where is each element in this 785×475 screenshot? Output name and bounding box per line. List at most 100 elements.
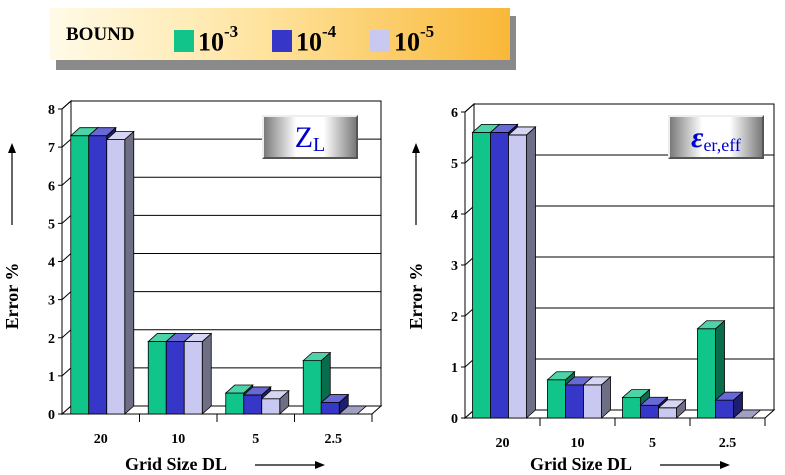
gridline-side xyxy=(61,100,72,110)
bar-top xyxy=(224,384,254,394)
bar-top xyxy=(260,390,290,400)
bar-front xyxy=(320,402,340,415)
x-tick-label: 10 xyxy=(571,436,585,451)
bar-front xyxy=(508,134,527,419)
legend-label-1: 10-3 xyxy=(198,22,239,57)
bar-top xyxy=(338,405,368,415)
y-tick-label: 2 xyxy=(48,332,55,347)
legend-label-3: 10-5 xyxy=(394,22,435,57)
bar-side xyxy=(201,332,212,415)
legend-box: BOUND 10-3 10-4 10-5 xyxy=(50,8,510,60)
bar-top xyxy=(657,399,687,409)
x-axis-title: Grid Size DL xyxy=(530,454,632,474)
bar xyxy=(732,409,762,419)
legend-swatch-2 xyxy=(272,30,292,52)
gridline-side xyxy=(61,291,72,300)
y-axis-arrowhead xyxy=(8,143,16,153)
bar-front xyxy=(640,404,659,419)
y-tick-label: 5 xyxy=(48,217,55,232)
gridline-side xyxy=(464,103,475,113)
bar-front xyxy=(106,139,126,415)
bar-front xyxy=(472,131,491,419)
annotation-eps-eff: εer,eff xyxy=(668,115,764,159)
gridline-side xyxy=(61,215,72,224)
bar-front xyxy=(302,360,322,415)
bar xyxy=(105,130,135,415)
bar-top xyxy=(621,389,651,399)
gridline-side xyxy=(61,176,72,186)
gridline-side xyxy=(61,253,72,262)
legend-label-2: 10-4 xyxy=(296,22,337,57)
x-tick-label: 2.5 xyxy=(719,436,737,451)
y-tick-label: 5 xyxy=(451,157,458,172)
bar-top xyxy=(582,376,612,386)
x-tick-label: 10 xyxy=(171,432,185,447)
y-tick-label: 7 xyxy=(48,141,55,156)
bar-top xyxy=(696,320,726,330)
y-tick-label: 1 xyxy=(451,361,458,376)
legend-title: BOUND xyxy=(66,24,135,45)
bar-front xyxy=(243,394,263,415)
y-tick-label: 2 xyxy=(451,310,458,325)
legend-swatch-1 xyxy=(174,30,194,52)
bar-top xyxy=(507,126,537,136)
x-tick-label: 20 xyxy=(496,436,510,451)
annotation-z-l: ZL xyxy=(262,115,358,159)
gridline-side xyxy=(61,367,72,377)
gridline-side xyxy=(61,138,72,148)
bar-top xyxy=(105,131,135,140)
annotation-z-l-text: ZL xyxy=(294,121,326,157)
y-axis-arrowhead xyxy=(412,143,420,153)
bar-top xyxy=(320,394,350,403)
bar-top xyxy=(183,333,213,342)
bar-top xyxy=(87,127,117,137)
bar xyxy=(260,389,290,415)
bar-top xyxy=(489,124,519,133)
y-tick-label: 3 xyxy=(451,259,458,274)
chart-eps-eff: 0 1 2 3 4 5 6 20 10 5 2.5 Grid Size DL Error % xyxy=(406,102,776,474)
bar-front xyxy=(583,384,602,419)
bar-front xyxy=(697,328,716,419)
legend: BOUND 10-3 10-4 10-5 xyxy=(50,8,516,70)
bar-front xyxy=(715,399,734,419)
bar-top xyxy=(714,391,744,401)
bar-front xyxy=(165,341,185,415)
y-tick-label: 6 xyxy=(451,106,458,121)
x-axis-title: Grid Size DL xyxy=(125,454,227,474)
bar-front xyxy=(622,397,641,419)
bar-top xyxy=(639,396,669,406)
bar-top xyxy=(302,352,332,362)
x-tick-label: 5 xyxy=(649,436,656,451)
bar-front xyxy=(658,407,677,419)
bar xyxy=(657,398,687,419)
legend-swatch-3 xyxy=(370,30,390,52)
bar-front xyxy=(183,341,203,415)
y-tick-label: 4 xyxy=(451,208,458,223)
chart-z-l: 0 1 2 3 4 5 6 7 8 20 10 5 2.5 Grid Size DL Error % xyxy=(2,99,383,474)
y-tick-label: 0 xyxy=(48,408,55,423)
y-axis-title: Error % xyxy=(2,263,22,330)
y-tick-label: 3 xyxy=(48,294,55,309)
bar-front xyxy=(225,392,245,415)
bar-front xyxy=(490,131,509,419)
x-tick-label: 20 xyxy=(94,432,108,447)
x-axis-arrowhead xyxy=(720,461,730,469)
y-tick-label: 0 xyxy=(451,412,458,427)
bar-front xyxy=(565,384,584,419)
bar xyxy=(320,393,350,415)
bar xyxy=(338,405,368,415)
bar-front xyxy=(261,398,281,415)
x-tick-label: 5 xyxy=(252,432,259,447)
bar-front xyxy=(547,379,566,419)
bar-side xyxy=(526,126,536,419)
bar xyxy=(582,375,612,419)
bar-side xyxy=(124,130,135,415)
y-tick-label: 4 xyxy=(48,256,55,271)
x-axis-arrowhead xyxy=(315,461,325,469)
y-tick-label: 1 xyxy=(48,370,55,385)
x-tick-label: 2.5 xyxy=(325,432,343,447)
bar-front xyxy=(88,135,108,415)
bar xyxy=(183,332,213,415)
annotation-eps-eff-text: εer,eff xyxy=(691,121,741,156)
bar xyxy=(507,126,537,419)
